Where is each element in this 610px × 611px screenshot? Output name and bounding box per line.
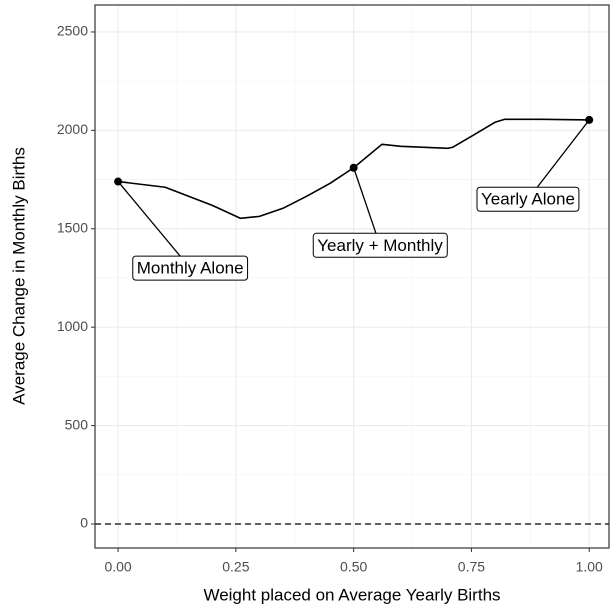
annotation-label: Yearly + Monthly [317,236,443,255]
x-tick-label: 1.00 [576,559,603,575]
x-axis-title: Weight placed on Average Yearly Births [203,585,500,604]
point [585,115,594,124]
marks: Monthly Alone Yearly + Monthly Yearly Alon… [95,115,609,525]
y-axis-title: Average Change in Monthly Births [9,147,28,405]
leader-line [527,119,590,200]
y-tick-label: 2500 [57,23,88,39]
point [349,163,358,172]
x-tick-label: 0.25 [222,559,249,575]
y-tick-label: 1000 [57,318,88,334]
panel-border [94,4,610,549]
x-tick-label: 0.00 [104,559,131,575]
annotation-label: Monthly Alone [137,259,244,278]
leader-line [353,167,381,246]
point [114,177,123,186]
y-tick-label: 500 [65,416,89,432]
leader-line [117,181,191,269]
x-tick-label: 0.75 [458,559,485,575]
annotation-label: Yearly Alone [481,190,575,209]
label-box [312,232,448,258]
y-tick-label: 0 [80,515,88,531]
x-tick-label: 0.50 [340,559,367,575]
label-box [476,186,580,212]
y-tick-label: 2000 [57,121,88,137]
label-box [132,255,249,281]
y-tick-label: 1500 [57,219,88,235]
line [117,118,590,220]
